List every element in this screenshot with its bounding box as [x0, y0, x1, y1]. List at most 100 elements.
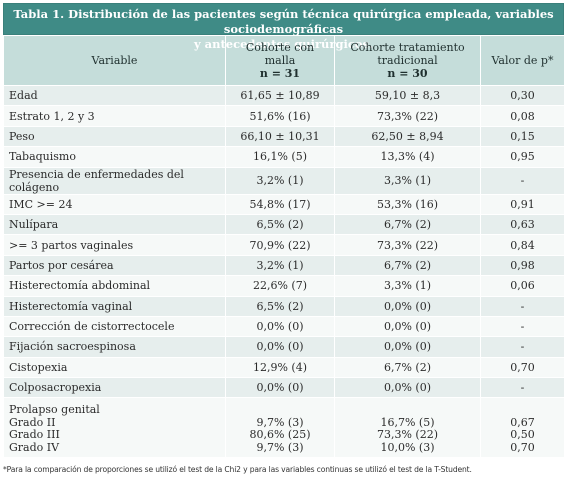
- table-row: >= 3 partos vaginales 70,9% (22) 73,3% (…: [3, 234, 565, 256]
- cell-cohort-traditional: 62,50 ± 8,94: [334, 125, 481, 148]
- prolapse-label: Prolapso genital: [9, 403, 100, 417]
- header-cohort-traditional: Cohorte tratamiento tradicional n = 30: [334, 35, 481, 86]
- cell-cohort-traditional: 73,3% (22): [334, 105, 481, 127]
- cell-cohort-mesh: 66,10 ± 10,31: [225, 125, 335, 148]
- cell-cohort-mesh: 12,9% (4): [225, 356, 335, 379]
- cell-p-value: 0,84: [480, 234, 565, 256]
- table-row: Fijación sacroespinosa 0,0% (0) 0,0% (0)…: [3, 336, 565, 358]
- prolapse-c2-grade-4: 10,0% (3): [380, 440, 435, 454]
- cell-variable: Histerectomía vaginal: [3, 295, 226, 317]
- cell-p-value: 0,70: [480, 356, 565, 379]
- table-footnote: *Para la comparación de proporciones se …: [3, 465, 472, 474]
- cell-cohort-mesh: 16,1% (5): [225, 146, 335, 168]
- cell-cohort-traditional: 6,7% (2): [334, 213, 481, 236]
- table-row: Corrección de cistorrectocele 0,0% (0) 0…: [3, 315, 565, 338]
- header-cohort-mesh-line1: Cohorte con: [245, 41, 315, 54]
- table-row: Histerectomía abdominal 22,6% (7) 3,3% (…: [3, 275, 565, 297]
- header-cohort-mesh-line2: malla: [264, 54, 296, 67]
- table-title: Tabla 1. Distribución de las pacientes s…: [3, 3, 564, 51]
- cell-p-value: -: [480, 377, 565, 399]
- cell-cohort-mesh: 54,8% (17): [225, 193, 335, 215]
- table-row: Estrato 1, 2 y 3 51,6% (16) 73,3% (22) 0…: [3, 105, 565, 127]
- table-row-prolapse: Prolapso genital Grado II Grado III Grad…: [3, 397, 565, 459]
- cell-p-value: -: [480, 315, 565, 338]
- cell-variable: IMC >= 24: [3, 193, 226, 215]
- cell-p-value: 0,63: [480, 213, 565, 236]
- header-cohort-mesh-n: n = 31: [259, 67, 301, 80]
- header-cohort-traditional-line2: tradicional: [377, 54, 438, 67]
- cell-variable-prolapse: Prolapso genital Grado II Grado III Grad…: [3, 397, 226, 459]
- cell-variable: >= 3 partos vaginales: [3, 234, 226, 256]
- cell-cohort-traditional: 0,0% (0): [334, 336, 481, 358]
- table-row: Cistopexia 12,9% (4) 6,7% (2) 0,70: [3, 356, 565, 379]
- cell-cohort-mesh: 6,5% (2): [225, 213, 335, 236]
- cell-variable: Colposacropexia: [3, 377, 226, 399]
- cell-p-value: -: [480, 295, 565, 317]
- cell-cohort-traditional: 73,3% (22): [334, 234, 481, 256]
- cell-cohort-mesh: 0,0% (0): [225, 377, 335, 399]
- cell-variable: Cistopexia: [3, 356, 226, 379]
- cell-p-value: 0,95: [480, 146, 565, 168]
- cell-p-value: 0,91: [480, 193, 565, 215]
- data-table: Variable Cohorte con malla n = 31 Cohort…: [3, 35, 565, 459]
- table-title-line-2: y antecedentes quirúrgicos.: [193, 37, 374, 51]
- table-row: Histerectomía vaginal 6,5% (2) 0,0% (0) …: [3, 295, 565, 317]
- cell-p-value: 0,98: [480, 254, 565, 277]
- cell-cohort-mesh: 70,9% (22): [225, 234, 335, 256]
- cell-cohort-traditional: 6,7% (2): [334, 254, 481, 277]
- table-row: Edad 61,65 ± 10,89 59,10 ± 8,3 0,30: [3, 84, 565, 107]
- cell-variable: Estrato 1, 2 y 3: [3, 105, 226, 127]
- table-row: Presencia de enfermedades del colágeno 3…: [3, 166, 565, 195]
- cell-variable: Partos por cesárea: [3, 254, 226, 277]
- header-cohort-traditional-line1: Cohorte tratamiento: [350, 41, 465, 54]
- cell-variable: Peso: [3, 125, 226, 148]
- cell-variable: Corrección de cistorrectocele: [3, 315, 226, 338]
- cell-cohort-traditional: 13,3% (4): [334, 146, 481, 168]
- cell-p-value: -: [480, 336, 565, 358]
- table-row: Tabaquismo 16,1% (5) 13,3% (4) 0,95: [3, 146, 565, 168]
- cell-cohort-mesh-prolapse: 9,7% (3) 80,6% (25) 9,7% (3): [225, 397, 335, 459]
- cell-cohort-traditional-prolapse: 16,7% (5) 73,3% (22) 10,0% (3): [334, 397, 481, 459]
- cell-p-value-prolapse: 0,67 0,50 0,70: [480, 397, 565, 459]
- prolapse-p-grade-3: 0,50: [510, 428, 535, 442]
- prolapse-grade-2: Grado II: [9, 415, 56, 429]
- cell-cohort-traditional: 3,3% (1): [334, 166, 481, 195]
- cell-p-value: 0,06: [480, 275, 565, 297]
- table-row: IMC >= 24 54,8% (17) 53,3% (16) 0,91: [3, 193, 565, 215]
- cell-p-value: 0,30: [480, 84, 565, 107]
- cell-p-value: 0,15: [480, 125, 565, 148]
- table-row: Partos por cesárea 3,2% (1) 6,7% (2) 0,9…: [3, 254, 565, 277]
- prolapse-c1-grade-2: 9,7% (3): [256, 415, 304, 429]
- cell-variable: Edad: [3, 84, 226, 107]
- table-row: Colposacropexia 0,0% (0) 0,0% (0) -: [3, 377, 565, 399]
- cell-cohort-mesh: 0,0% (0): [225, 336, 335, 358]
- table-row: Peso 66,10 ± 10,31 62,50 ± 8,94 0,15: [3, 125, 565, 148]
- cell-variable: Fijación sacroespinosa: [3, 336, 226, 358]
- cell-cohort-mesh: 61,65 ± 10,89: [225, 84, 335, 107]
- cell-cohort-traditional: 59,10 ± 8,3: [334, 84, 481, 107]
- prolapse-c2-grade-3: 73,3% (22): [376, 428, 439, 442]
- cell-cohort-mesh: 51,6% (16): [225, 105, 335, 127]
- prolapse-grade-3: Grado III: [9, 428, 60, 442]
- cell-cohort-traditional: 0,0% (0): [334, 295, 481, 317]
- cell-cohort-mesh: 3,2% (1): [225, 254, 335, 277]
- header-variable: Variable: [3, 35, 226, 86]
- cell-cohort-mesh: 22,6% (7): [225, 275, 335, 297]
- cell-cohort-traditional: 0,0% (0): [334, 315, 481, 338]
- cell-p-value: 0,08: [480, 105, 565, 127]
- header-cohort-traditional-n: n = 30: [387, 67, 428, 80]
- prolapse-c2-grade-2: 16,7% (5): [380, 415, 435, 429]
- cell-cohort-mesh: 6,5% (2): [225, 295, 335, 317]
- table-container: Tabla 1. Distribución de las pacientes s…: [3, 3, 565, 459]
- table-header-row: Variable Cohorte con malla n = 31 Cohort…: [3, 35, 565, 86]
- prolapse-p-grade-4: 0,70: [510, 440, 535, 454]
- prolapse-p-grade-2: 0,67: [510, 415, 535, 429]
- prolapse-c1-grade-3: 80,6% (25): [249, 428, 311, 442]
- cell-variable: Tabaquismo: [3, 146, 226, 168]
- cell-variable: Histerectomía abdominal: [3, 275, 226, 297]
- header-p-value: Valor de p*: [480, 35, 565, 86]
- cell-variable: Nulípara: [3, 213, 226, 236]
- cell-cohort-traditional: 3,3% (1): [334, 275, 481, 297]
- cell-cohort-traditional: 6,7% (2): [334, 356, 481, 379]
- cell-cohort-mesh: 0,0% (0): [225, 315, 335, 338]
